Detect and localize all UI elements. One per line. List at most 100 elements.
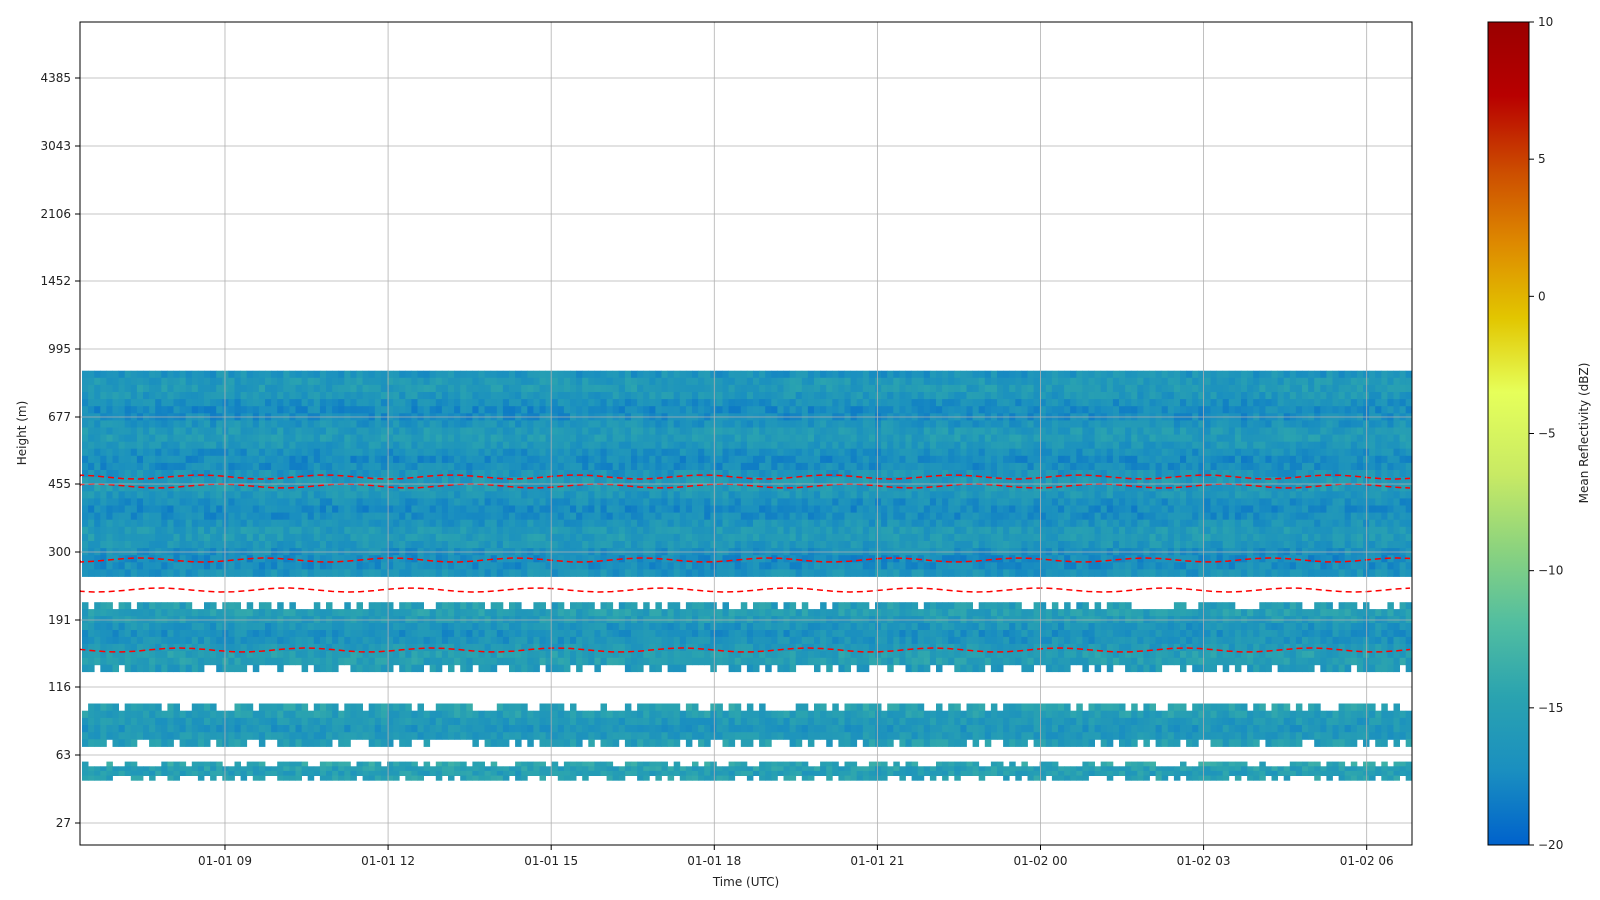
heatmap-cell xyxy=(734,441,742,450)
heatmap-cell xyxy=(515,526,522,535)
heatmap-cell xyxy=(1009,448,1016,457)
heatmap-cell xyxy=(1143,384,1150,393)
heatmap-cell xyxy=(222,455,229,464)
heatmap-cell xyxy=(521,519,528,528)
heatmap-cell xyxy=(557,370,565,379)
heatmap-cell xyxy=(167,377,174,386)
heatmap-cell xyxy=(472,455,479,464)
heatmap-cell xyxy=(356,491,363,499)
heatmap-cell xyxy=(1241,455,1248,464)
heatmap-cell xyxy=(1119,498,1126,506)
heatmap-cell xyxy=(740,498,748,506)
heatmap-cell xyxy=(136,526,144,535)
heatmap-cell xyxy=(362,370,370,379)
heatmap-cell xyxy=(984,491,992,499)
heatmap-cell xyxy=(277,420,284,428)
heatmap-cell xyxy=(1283,470,1291,478)
heatmap-cell xyxy=(966,427,973,435)
heatmap-cell xyxy=(789,399,797,407)
heatmap-cell xyxy=(984,455,992,464)
heatmap-cell xyxy=(124,370,132,379)
heatmap-cell xyxy=(234,370,241,379)
heatmap-cell xyxy=(435,406,443,414)
heatmap-cell xyxy=(301,505,309,513)
heatmap-cell xyxy=(1039,462,1047,471)
heatmap-cell xyxy=(1015,505,1022,513)
heatmap-cell xyxy=(283,519,290,528)
heatmap-cell xyxy=(417,392,424,400)
heatmap-cell xyxy=(771,512,778,521)
heatmap-cell xyxy=(1137,491,1144,499)
heatmap-cell xyxy=(448,434,455,443)
heatmap-cell xyxy=(1155,420,1163,428)
heatmap-cell xyxy=(685,512,693,521)
heatmap-cell xyxy=(1295,448,1303,457)
heatmap-cell xyxy=(118,377,126,386)
heatmap-cell xyxy=(1100,477,1108,485)
heatmap-cell xyxy=(1271,399,1278,407)
heatmap-cell xyxy=(118,441,126,450)
heatmap-cell xyxy=(563,384,571,393)
heatmap-cell xyxy=(655,427,662,435)
heatmap-cell xyxy=(606,448,614,457)
heatmap-cell xyxy=(899,477,906,485)
heatmap-cell xyxy=(807,370,815,379)
heatmap-cell xyxy=(1045,519,1053,528)
heatmap-cell xyxy=(112,448,119,457)
heatmap-cell xyxy=(179,399,187,407)
heatmap-cell xyxy=(826,477,833,485)
heatmap-cell xyxy=(997,477,1004,485)
heatmap-cell xyxy=(728,434,736,443)
heatmap-cell xyxy=(204,370,211,379)
heatmap-cell xyxy=(344,505,351,513)
heatmap-cell xyxy=(106,455,113,464)
heatmap-cell xyxy=(1247,484,1254,492)
heatmap-cell xyxy=(252,470,260,478)
heatmap-cell xyxy=(496,427,504,435)
heatmap-cell xyxy=(423,370,431,379)
heatmap-cell xyxy=(655,434,662,443)
heatmap-cell xyxy=(423,420,431,428)
heatmap-cell xyxy=(667,491,675,499)
heatmap-cell xyxy=(441,399,449,407)
heatmap-cell xyxy=(88,498,95,506)
heatmap-cell xyxy=(423,455,431,464)
heatmap-cell xyxy=(576,392,583,400)
heatmap-cell xyxy=(1228,448,1236,457)
heatmap-cell xyxy=(527,406,534,414)
heatmap-cell xyxy=(527,427,534,435)
heatmap-cell xyxy=(197,470,205,478)
heatmap-cell xyxy=(1009,491,1016,499)
heatmap-cell xyxy=(1094,370,1102,379)
heatmap-cell xyxy=(1222,477,1230,485)
heatmap-cell xyxy=(1393,427,1400,435)
heatmap-cell xyxy=(704,462,711,471)
heatmap-cell xyxy=(509,406,516,414)
heatmap-cell xyxy=(301,455,309,464)
heatmap-cell xyxy=(155,470,162,478)
heatmap-cell xyxy=(557,441,565,450)
heatmap-cell xyxy=(301,462,309,471)
heatmap-cell xyxy=(380,399,388,407)
heatmap-cell xyxy=(1216,427,1224,435)
heatmap-cell xyxy=(326,384,333,393)
heatmap-cell xyxy=(728,498,736,506)
heatmap-cell xyxy=(1241,519,1248,528)
heatmap-cell xyxy=(1381,392,1388,400)
heatmap-cell xyxy=(826,392,833,400)
heatmap-cell xyxy=(1344,505,1352,513)
heatmap-cell xyxy=(942,434,949,443)
heatmap-cell xyxy=(1021,384,1028,393)
heatmap-cell xyxy=(1344,399,1352,407)
heatmap-cell xyxy=(807,519,815,528)
heatmap-cell xyxy=(936,448,943,457)
heatmap-cell xyxy=(1009,406,1016,414)
heatmap-cell xyxy=(380,384,388,393)
heatmap-cell xyxy=(411,399,418,407)
heatmap-cell xyxy=(856,462,864,471)
heatmap-cell xyxy=(1027,477,1034,485)
heatmap-cell xyxy=(252,370,260,379)
heatmap-cell xyxy=(1210,498,1217,506)
heatmap-cell xyxy=(448,420,455,428)
heatmap-cell xyxy=(1094,477,1102,485)
